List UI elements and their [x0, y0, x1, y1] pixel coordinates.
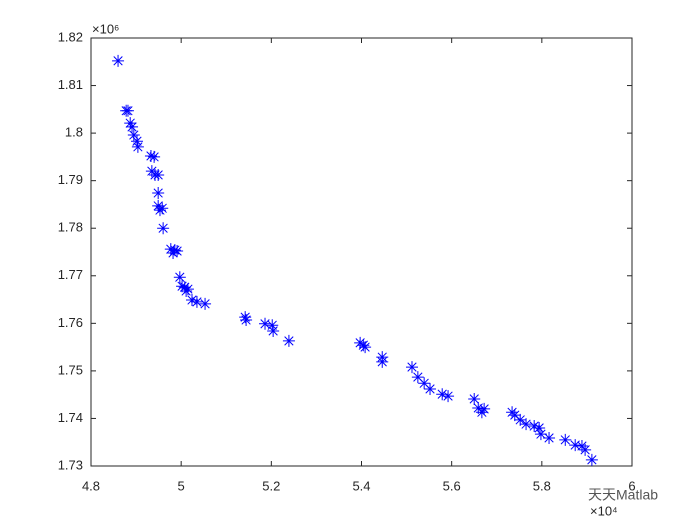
data-point — [418, 377, 431, 390]
data-point — [171, 245, 184, 258]
data-point — [185, 294, 198, 307]
data-point — [199, 297, 212, 310]
data-point — [405, 361, 418, 374]
data-point — [585, 453, 598, 466]
data-point — [168, 244, 181, 257]
x-tick-label: 5 — [178, 478, 185, 493]
data-point — [534, 428, 547, 441]
y-tick-label: 1.76 — [58, 315, 83, 330]
data-point — [411, 371, 424, 384]
data-point — [130, 135, 143, 148]
data-point — [266, 319, 279, 332]
data-point — [157, 222, 170, 235]
data-point — [152, 168, 165, 181]
data-point — [126, 120, 139, 133]
x-tick-label: 5.8 — [533, 478, 551, 493]
data-point — [543, 431, 556, 444]
data-point — [127, 129, 140, 142]
data-point — [176, 280, 189, 293]
y-tick-label: 1.74 — [58, 410, 83, 425]
y-tick-label: 1.82 — [58, 29, 83, 44]
data-point — [354, 336, 367, 349]
y-tick-label: 1.78 — [58, 220, 83, 235]
data-point — [569, 439, 582, 452]
data-point — [533, 421, 546, 434]
x-exponent-label: ×10⁴ — [590, 503, 618, 518]
data-point — [152, 187, 165, 200]
data-point — [359, 341, 372, 354]
y-tick-label: 1.8 — [65, 125, 83, 140]
data-point — [121, 104, 134, 117]
data-point — [528, 420, 541, 433]
data-point — [152, 199, 165, 212]
data-point — [148, 150, 161, 163]
data-point — [508, 409, 521, 422]
y-exponent-label: ×10⁶ — [92, 21, 119, 36]
data-point — [112, 54, 125, 67]
data-point — [259, 317, 272, 330]
x-tick-label: 6 — [628, 478, 635, 493]
data-point — [167, 246, 180, 259]
data-point — [164, 243, 177, 256]
plot-box — [90, 37, 633, 467]
data-point — [514, 413, 527, 426]
data-point — [239, 311, 252, 324]
data-point — [559, 433, 572, 446]
data-point — [579, 443, 592, 456]
data-point — [424, 382, 437, 395]
data-point — [442, 390, 455, 403]
data-point — [436, 388, 449, 401]
data-point — [144, 149, 157, 162]
data-point — [124, 117, 137, 130]
data-point — [475, 406, 488, 419]
x-tick-label: 5.4 — [352, 478, 370, 493]
data-point — [468, 392, 481, 405]
x-tick-label: 5.2 — [262, 478, 280, 493]
data-point — [173, 271, 186, 284]
data-point — [282, 334, 295, 347]
x-tick-label: 5.6 — [443, 478, 461, 493]
data-point — [376, 355, 389, 368]
data-point — [520, 418, 533, 431]
data-point — [190, 295, 203, 308]
data-point — [267, 324, 280, 337]
watermark: 天天Matlab — [588, 487, 658, 503]
y-tick-label: 1.77 — [58, 267, 83, 282]
data-point — [131, 140, 144, 153]
y-tick-label: 1.79 — [58, 172, 83, 187]
y-tick-label: 1.75 — [58, 362, 83, 377]
data-point — [180, 284, 193, 297]
data-point — [478, 402, 491, 415]
y-tick-label: 1.73 — [58, 457, 83, 472]
data-point — [153, 204, 166, 217]
data-point — [240, 314, 253, 327]
y-tick-label: 1.81 — [58, 77, 83, 92]
data-point — [178, 281, 191, 294]
x-tick-label: 4.8 — [82, 478, 100, 493]
